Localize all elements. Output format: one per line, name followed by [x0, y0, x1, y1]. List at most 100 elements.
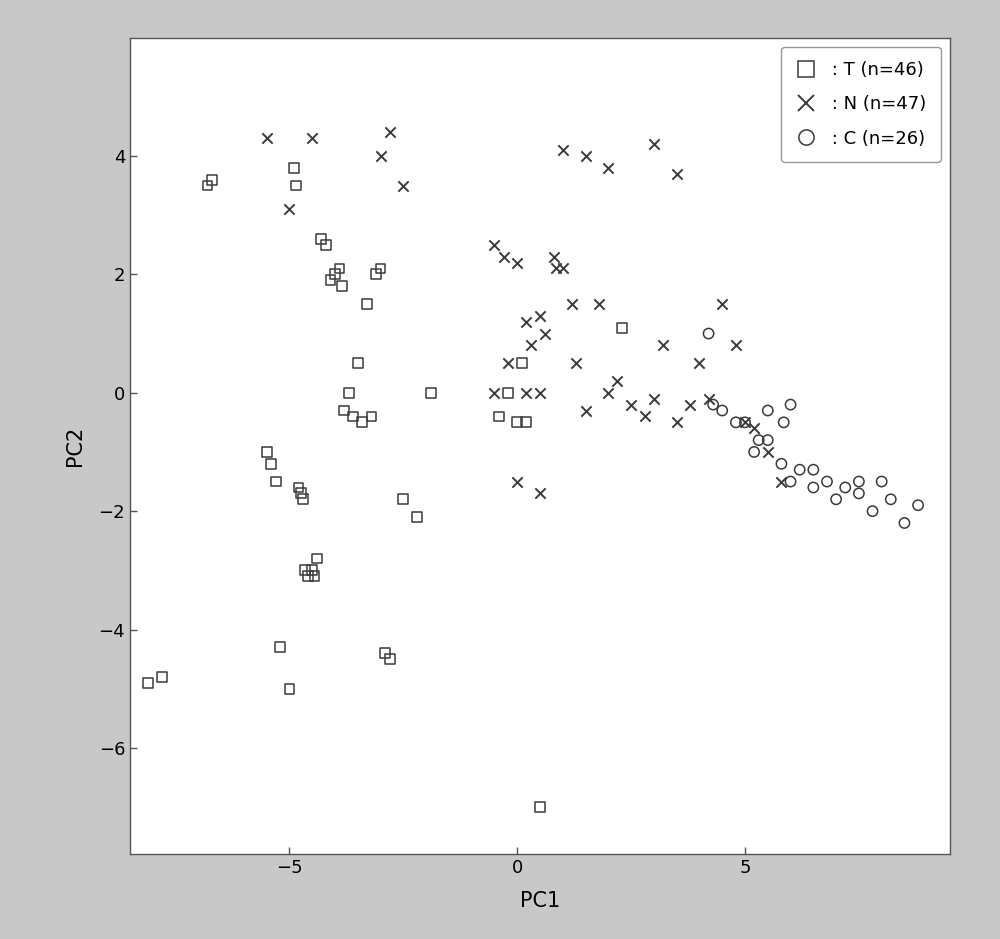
Point	[669, 166, 685, 181]
Point	[409, 510, 425, 525]
Point	[760, 444, 776, 459]
Point	[334, 279, 350, 294]
Point	[773, 474, 789, 489]
Point	[591, 297, 607, 312]
Point	[669, 415, 685, 430]
Point	[354, 415, 370, 430]
Point	[300, 569, 316, 584]
Point	[614, 320, 630, 335]
Point	[281, 202, 297, 217]
Point	[288, 178, 304, 193]
Point	[728, 338, 744, 353]
Point	[295, 492, 311, 507]
Point	[514, 356, 530, 371]
Point	[327, 267, 343, 282]
Point	[655, 338, 671, 353]
Point	[272, 639, 288, 654]
Point	[851, 474, 867, 489]
Point	[783, 474, 799, 489]
Point	[705, 397, 721, 412]
Point	[568, 356, 584, 371]
Point	[532, 385, 548, 400]
Point	[341, 385, 357, 400]
Point	[509, 255, 525, 270]
Point	[154, 670, 170, 685]
Point	[646, 136, 662, 151]
Point	[746, 444, 762, 459]
Point	[373, 261, 389, 276]
Point	[555, 143, 571, 158]
Point	[746, 421, 762, 436]
Point	[204, 172, 220, 187]
Point	[306, 569, 322, 584]
Point	[714, 403, 730, 418]
Point	[496, 249, 512, 264]
Point	[837, 480, 853, 495]
Point	[382, 125, 398, 140]
Point	[199, 178, 215, 193]
Point	[332, 261, 348, 276]
Point	[896, 516, 912, 531]
Point	[600, 161, 616, 176]
Point	[600, 385, 616, 400]
Point	[555, 261, 571, 276]
Point	[318, 238, 334, 253]
Point	[304, 562, 320, 577]
Point	[773, 456, 789, 471]
Point	[819, 474, 835, 489]
Point	[682, 397, 698, 412]
Point	[737, 415, 753, 430]
Point	[491, 408, 507, 423]
Point	[291, 480, 307, 495]
Point	[637, 408, 653, 423]
Point	[486, 385, 502, 400]
Point	[259, 444, 275, 459]
Point	[268, 474, 284, 489]
Point	[728, 415, 744, 430]
Point	[373, 148, 389, 163]
Point	[523, 338, 539, 353]
Point	[309, 551, 325, 566]
Point	[760, 403, 776, 418]
Point	[564, 297, 580, 312]
Point	[486, 238, 502, 253]
Point	[783, 397, 799, 412]
Point	[701, 392, 717, 407]
Point	[546, 249, 562, 264]
Point	[286, 161, 302, 176]
Point	[518, 385, 534, 400]
Point	[350, 356, 366, 371]
Point	[377, 646, 393, 661]
Point	[609, 374, 625, 389]
Point	[532, 308, 548, 323]
Point	[382, 652, 398, 667]
Point	[760, 433, 776, 448]
Point	[578, 403, 594, 418]
Point	[336, 403, 352, 418]
Point	[293, 485, 309, 500]
Point	[395, 178, 411, 193]
Point	[140, 675, 156, 690]
Point	[865, 503, 881, 518]
Point	[509, 415, 525, 430]
Point	[518, 415, 534, 430]
Point	[532, 800, 548, 815]
Point	[395, 492, 411, 507]
Point	[646, 392, 662, 407]
Point	[423, 385, 439, 400]
Point	[368, 267, 384, 282]
Point	[548, 261, 564, 276]
Point	[500, 385, 516, 400]
Point	[828, 492, 844, 507]
Point	[313, 231, 329, 246]
Point	[883, 492, 899, 507]
Point	[701, 326, 717, 341]
Point	[623, 397, 639, 412]
Point	[776, 415, 792, 430]
Point	[322, 272, 338, 287]
Point	[851, 485, 867, 500]
Point	[509, 474, 525, 489]
Point	[578, 148, 594, 163]
Point	[304, 131, 320, 146]
Point	[874, 474, 890, 489]
